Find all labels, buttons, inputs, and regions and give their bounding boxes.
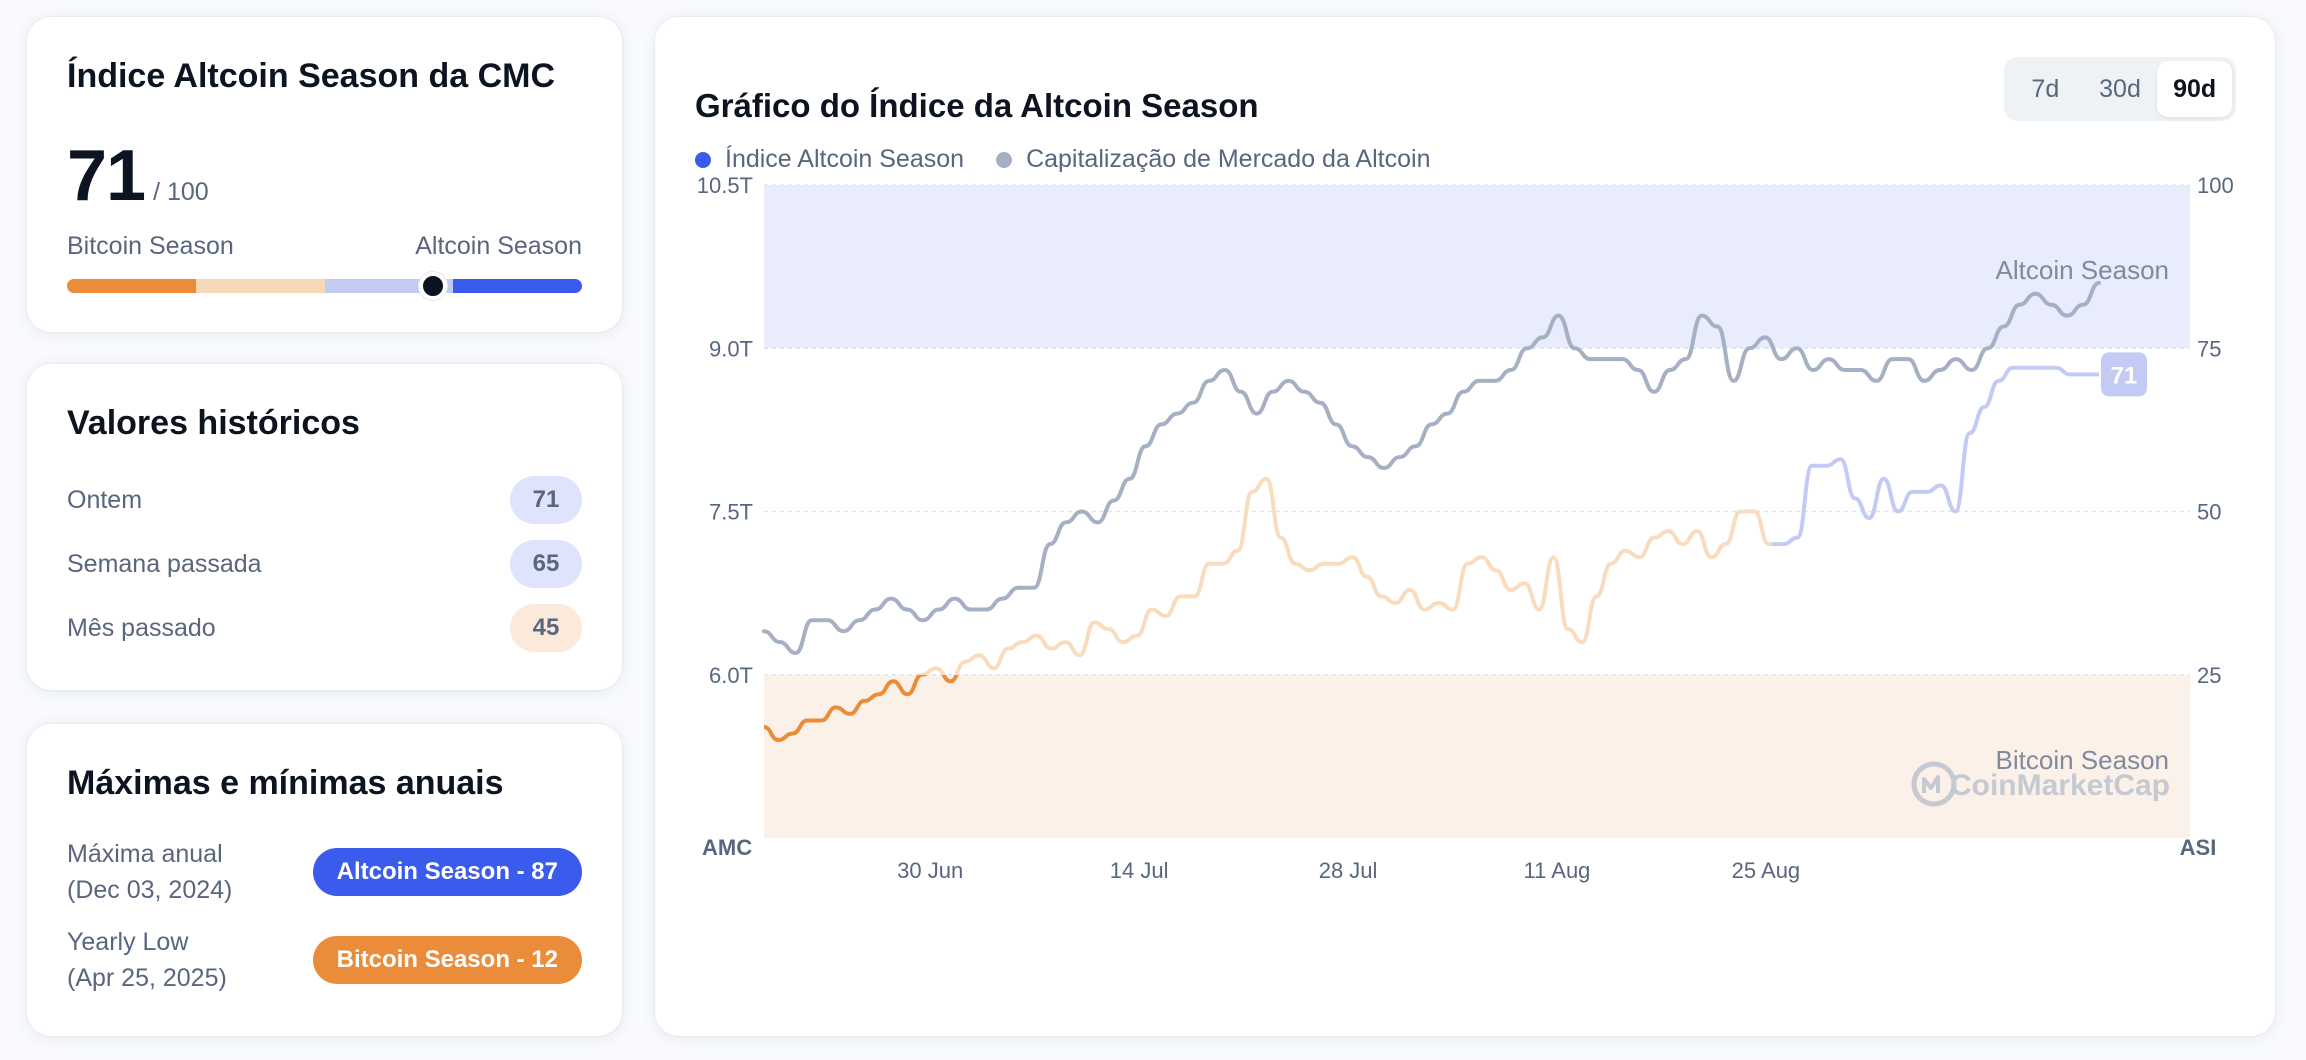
range-indicator-knob <box>418 272 447 300</box>
current-value-badge: 71 <box>2101 352 2147 397</box>
y-left-tick-label: 9.0T <box>709 336 753 361</box>
index-score-max: / 100 <box>153 178 209 206</box>
annual-high-badge: Altcoin Season - 87 <box>312 848 582 896</box>
annual-low-text: Yearly Low (Apr 25, 2025) <box>67 924 227 996</box>
bitcoin-season-label: Bitcoin Season <box>67 232 234 260</box>
left-axis-label: AMC <box>702 835 752 860</box>
coinmarketcap-logo-mark <box>1922 775 1940 793</box>
current-value-badge-bg <box>2101 352 2147 397</box>
annual-low-label: Yearly Low <box>67 928 189 956</box>
altcoin-index-card: Índice Altcoin Season da CMC 71 / 100 Bi… <box>27 17 622 332</box>
y-right-tick-label: 100 <box>2197 173 2234 198</box>
annual-title: Máximas e mínimas anuais <box>67 764 504 802</box>
annual-high-row: Máxima anual (Dec 03, 2024) Altcoin Seas… <box>67 836 582 908</box>
tab-7d[interactable]: 7d <box>2031 74 2060 103</box>
legend-dot-index <box>695 151 711 168</box>
range-segment-bitcoin-light <box>195 279 325 293</box>
x-tick-label: 14 Jul <box>1110 858 1169 883</box>
historical-value-badge: 65 <box>510 540 582 588</box>
altcoin-season-label: Altcoin Season <box>415 232 582 260</box>
x-tick-label: 30 Jun <box>897 858 963 883</box>
legend-label-index: Índice Altcoin Season <box>725 145 965 173</box>
index-line-altcoin <box>1771 365 2099 547</box>
coinmarketcap-watermark-text: CoinMarketCap <box>1950 769 2170 802</box>
historical-row-last-week: Semana passada 65 <box>67 540 582 588</box>
tab-90d[interactable]: 90d <box>2157 61 2233 117</box>
index-score: 71 / 100 <box>67 135 209 217</box>
index-line-neutral <box>917 476 1772 675</box>
x-tick-label: 25 Aug <box>1732 858 1801 883</box>
index-line <box>764 365 2099 742</box>
legend-label-marketcap: Capitalização de Mercado da Altcoin <box>1026 145 1431 173</box>
annual-low-badge: Bitcoin Season - 12 <box>312 936 582 984</box>
annual-low-row: Yearly Low (Apr 25, 2025) Bitcoin Season… <box>67 924 582 996</box>
altcoin-season-chart: 10.5T 9.0T 7.5T 6.0T 100 75 50 25 30 Jun 14 Jul… <box>697 173 2234 883</box>
y-right-tick-label: 25 <box>2197 663 2221 688</box>
bitcoin-zone-label: Bitcoin Season <box>1996 745 2169 775</box>
marketcap-line <box>762 281 2101 655</box>
y-axis-right: 100 75 50 25 <box>2197 173 2234 688</box>
historical-title: Valores históricos <box>67 404 360 442</box>
legend-item-marketcap[interactable]: Capitalização de Mercado da Altcoin <box>996 145 1430 174</box>
right-axis-label: ASI <box>2180 835 2217 860</box>
historical-row-yesterday: Ontem 71 <box>67 476 582 524</box>
legend-item-index[interactable]: Índice Altcoin Season <box>695 145 964 174</box>
historical-row-label: Ontem <box>67 485 143 514</box>
coinmarketcap-logo-icon <box>1911 761 1957 807</box>
x-axis: 30 Jun 14 Jul 28 Jul 11 Aug 25 Aug <box>897 858 1800 883</box>
y-axis-left: 10.5T 9.0T 7.5T 6.0T <box>697 173 753 688</box>
historical-row-label: Mês passado <box>67 613 216 642</box>
annual-low-date: (Apr 25, 2025) <box>67 964 227 992</box>
x-tick-label: 11 Aug <box>1524 858 1591 883</box>
coinmarketcap-watermark: CoinMarketCap <box>1911 761 2170 807</box>
bitcoin-season-zone <box>764 675 2190 838</box>
range-segment-altcoin <box>453 279 582 293</box>
y-left-tick-label: 6.0T <box>709 663 753 688</box>
chart-gridlines <box>764 184 2190 676</box>
current-value-badge-text: 71 <box>2111 362 2138 389</box>
altcoin-season-chart-card: Gráfico do Índice da Altcoin Season 7d 3… <box>655 17 2275 1036</box>
annual-high-label: Máxima anual <box>67 840 223 868</box>
index-score-value: 71 <box>67 136 146 216</box>
historical-values-card: Valores históricos Ontem 71 Semana passa… <box>27 364 622 690</box>
y-right-tick-label: 50 <box>2197 500 2221 525</box>
y-left-tick-label: 7.5T <box>709 500 753 525</box>
season-range-bar <box>67 279 582 293</box>
historical-value-badge: 71 <box>510 476 582 524</box>
y-right-tick-label: 75 <box>2197 336 2221 361</box>
legend-dot-marketcap <box>996 151 1013 168</box>
chart-title: Gráfico do Índice da Altcoin Season <box>695 87 1259 124</box>
historical-value-badge: 45 <box>510 604 582 652</box>
chart-legend: Índice Altcoin Season Capitalização de M… <box>695 145 1430 174</box>
altcoin-season-zone <box>764 185 2190 348</box>
x-tick-label: 28 Jul <box>1319 858 1378 883</box>
tab-30d[interactable]: 30d <box>2099 74 2141 103</box>
altcoin-zone-label: Altcoin Season <box>1996 255 2169 285</box>
historical-row-label: Semana passada <box>67 549 262 578</box>
annual-high-date: (Dec 03, 2024) <box>67 876 233 904</box>
range-labels: Bitcoin Season Altcoin Season <box>67 232 582 261</box>
historical-row-last-month: Mês passado 45 <box>67 604 582 652</box>
annual-high-text: Máxima anual (Dec 03, 2024) <box>67 836 232 908</box>
range-segment-bitcoin <box>67 279 196 293</box>
y-left-tick-label: 10.5T <box>697 173 753 198</box>
annual-highs-lows-card: Máximas e mínimas anuais Máxima anual (D… <box>27 724 622 1036</box>
timeframe-tabs: 7d 30d 90d <box>2004 57 2236 121</box>
index-card-title: Índice Altcoin Season da CMC <box>67 57 556 95</box>
